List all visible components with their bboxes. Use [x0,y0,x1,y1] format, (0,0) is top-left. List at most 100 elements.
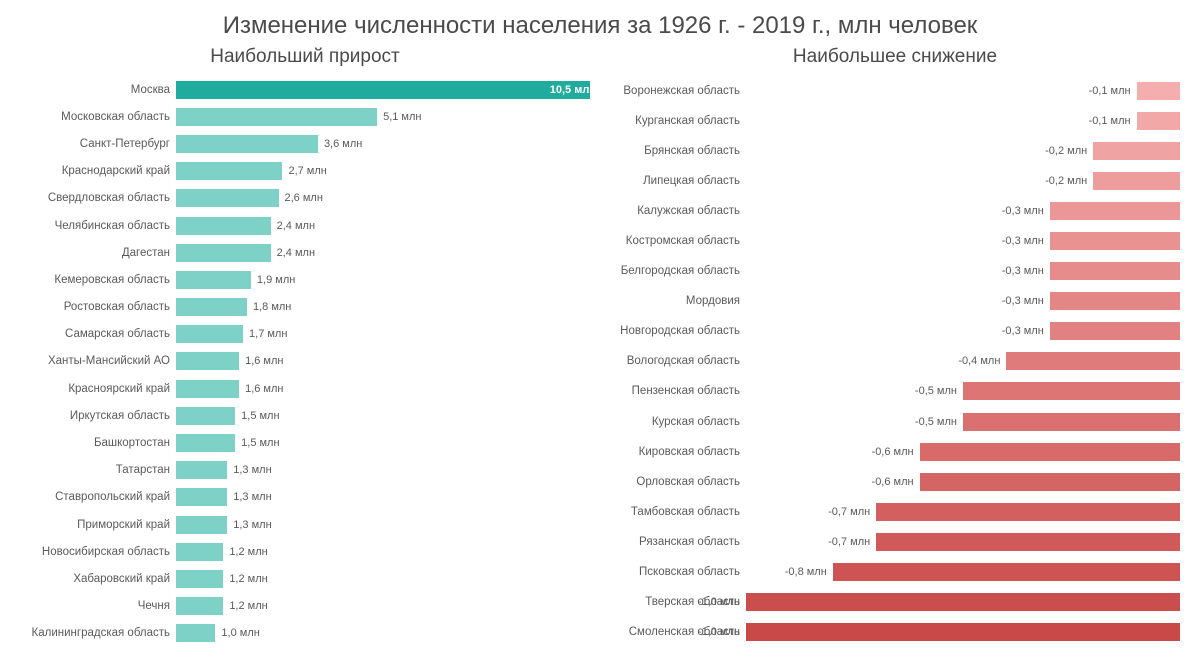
growth-row: Новосибирская область1,2 млн [20,538,590,565]
growth-row-label: Ханты-Мансийский АО [20,355,176,367]
growth-bar-track: 1,2 млн [176,543,590,561]
decline-row-label: Рязанская область [610,536,746,548]
growth-row-label: Московская область [20,111,176,123]
growth-row-label: Самарская область [20,328,176,340]
decline-row: Костромская область-0,3 млн [610,226,1180,256]
decline-bar [876,503,1180,521]
growth-value-label: 1,9 млн [251,271,301,289]
growth-bar-track: 3,6 млн [176,135,590,153]
growth-bar [176,162,282,180]
decline-bar-track: -0,1 млн [746,112,1180,130]
growth-bar-track: 10,5 млн [176,81,590,99]
decline-row: Тверская область-1,0 млн [610,587,1180,617]
decline-bar-track: -0,3 млн [746,262,1180,280]
decline-bar [746,623,1180,641]
chart-page: Изменение численности населения за 1926 … [0,0,1200,665]
decline-bar-track: -0,2 млн [746,172,1180,190]
growth-row: Хабаровский край1,2 млн [20,565,590,592]
growth-bar-track: 5,1 млн [176,108,590,126]
decline-row: Тамбовская область-0,7 млн [610,497,1180,527]
growth-row-label: Свердловская область [20,192,176,204]
growth-value-label: 2,4 млн [271,217,321,235]
decline-value-label: -0,3 млн [1002,292,1050,310]
growth-row-label: Хабаровский край [20,573,176,585]
decline-bar [1137,112,1180,130]
decline-bar-track: -0,4 млн [746,352,1180,370]
decline-value-label: -0,7 млн [828,533,876,551]
growth-value-label: 2,4 млн [271,244,321,262]
decline-bar-track: -0,6 млн [746,473,1180,491]
growth-rows: Москва10,5 млнМосковская область5,1 млнС… [20,76,590,647]
decline-bar [920,473,1180,491]
growth-row: Калининградская область1,0 млн [20,620,590,647]
decline-row: Новгородская область-0,3 млн [610,316,1180,346]
growth-value-label: 1,3 млн [227,516,277,534]
decline-row-label: Вологодская область [610,355,746,367]
decline-bar-track: -0,3 млн [746,202,1180,220]
growth-row-label: Башкортостан [20,437,176,449]
decline-bar-track: -0,6 млн [746,443,1180,461]
growth-bar-track: 1,2 млн [176,597,590,615]
growth-row: Ростовская область1,8 млн [20,294,590,321]
growth-row-label: Чечня [20,600,176,612]
growth-row-label: Иркутская область [20,410,176,422]
decline-row: Калужская область-0,3 млн [610,196,1180,226]
decline-row-label: Липецкая область [610,175,746,187]
decline-row: Вологодская область-0,4 млн [610,346,1180,376]
growth-row: Челябинская область2,4 млн [20,212,590,239]
decline-value-label: -0,2 млн [1045,142,1093,160]
decline-row: Кировская область-0,6 млн [610,437,1180,467]
decline-row: Брянская область -0,2 млн [610,136,1180,166]
growth-bar [176,108,377,126]
decline-row: Пензенская область-0,5 млн [610,376,1180,406]
growth-value-label: 2,7 млн [282,162,332,180]
growth-value-label: 5,1 млн [377,108,427,126]
decline-value-label: -0,6 млн [872,443,920,461]
growth-row-label: Калининградская область [20,627,176,639]
growth-value-label: 1,5 млн [235,434,285,452]
decline-row: Мордовия -0,3 млн [610,286,1180,316]
decline-row: Воронежская область-0,1 млн [610,76,1180,106]
decline-bar [963,413,1180,431]
growth-row: Санкт-Петербург 3,6 млн [20,130,590,157]
growth-panel: Наибольший прирост Москва10,5 млнМосковс… [20,46,590,647]
decline-value-label: -0,8 млн [785,563,833,581]
growth-row: Краснодарский край2,7 млн [20,158,590,185]
decline-value-label: -0,3 млн [1002,322,1050,340]
decline-bar-track: -0,3 млн [746,292,1180,310]
growth-row: Чечня1,2 млн [20,593,590,620]
decline-value-label: -0,3 млн [1002,232,1050,250]
decline-bar-track: -0,3 млн [746,322,1180,340]
decline-bar [1050,262,1180,280]
decline-row-label: Орловская область [610,476,746,488]
decline-bar-track: -0,1 млн [746,82,1180,100]
decline-bar [746,593,1180,611]
growth-row-label: Татарстан [20,464,176,476]
decline-bar-track: -0,7 млн [746,503,1180,521]
growth-value-label: 1,3 млн [227,461,277,479]
growth-row: Свердловская область2,6 млн [20,185,590,212]
growth-bar [176,352,239,370]
growth-bar-track: 1,5 млн [176,434,590,452]
growth-bar [176,434,235,452]
growth-bar [176,516,227,534]
growth-row: Ханты-Мансийский АО1,6 млн [20,348,590,375]
growth-bar-track: 1,3 млн [176,461,590,479]
decline-value-label: -1,0 млн [698,623,746,641]
chart-panels: Наибольший прирост Москва10,5 млнМосковс… [20,46,1180,647]
decline-value-label: -0,5 млн [915,382,963,400]
growth-bar-track: 1,7 млн [176,325,590,343]
growth-bar-track: 1,2 млн [176,570,590,588]
decline-row-label: Брянская область [610,145,746,157]
growth-bar-track: 1,6 млн [176,380,590,398]
growth-value-label: 3,6 млн [318,135,368,153]
decline-bar-track: -1,0 млн [746,623,1180,641]
decline-row-label: Мордовия [610,295,746,307]
growth-row-label: Санкт-Петербург [20,138,176,150]
growth-value-label: 1,2 млн [223,543,273,561]
growth-bar [176,325,243,343]
growth-row: Самарская область1,7 млн [20,321,590,348]
decline-value-label: -0,6 млн [872,473,920,491]
decline-bar [1050,292,1180,310]
growth-bar-track: 1,8 млн [176,298,590,316]
